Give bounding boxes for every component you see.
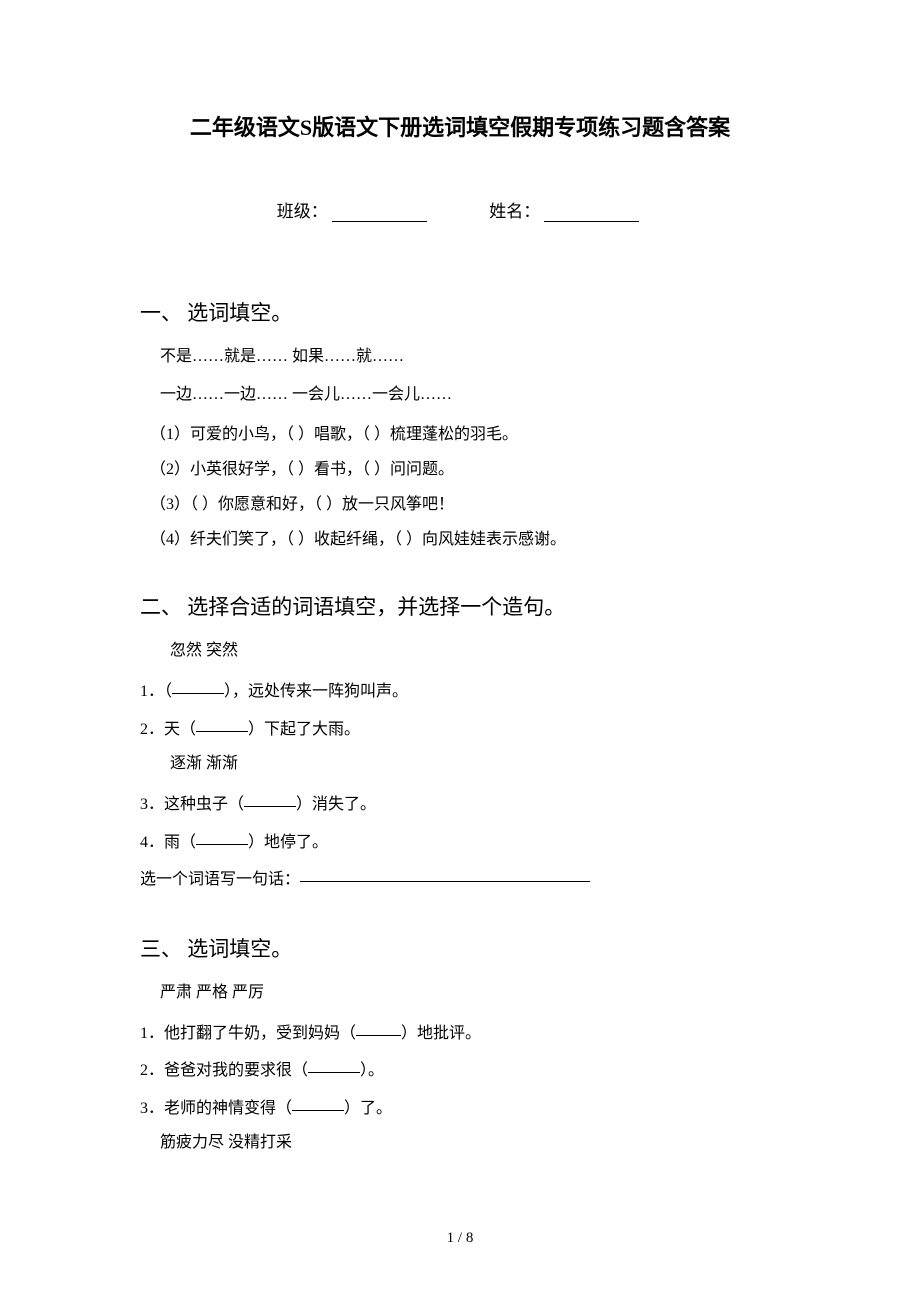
s3-q1-suffix: ）地批评。 [401,1025,481,1042]
s3-q3-suffix: ）了。 [344,1100,392,1117]
s2-question-2: 2．天（ ）下起了大雨。 [140,711,780,749]
page-title: 二年级语文S版语文下册选词填空假期专项练习题含答案 [140,110,780,142]
student-info-line: 班级： 姓名： [140,197,780,222]
section-2-header: 二、 选择合适的词语填空，并选择一个造句。 [140,591,780,621]
s2-q4-blank[interactable] [196,844,248,845]
s2-question-3: 3．这种虫子（ ）消失了。 [140,786,780,824]
class-blank[interactable] [332,221,427,222]
class-label: 班级： [277,202,328,221]
worksheet-page: 二年级语文S版语文下册选词填空假期专项练习题含答案 班级： 姓名： 一、 选词填… [0,0,920,1225]
s3-q2-suffix: ）。 [360,1062,384,1079]
s3-q1-blank[interactable] [356,1035,401,1036]
s2-q4-suffix: ）地停了。 [248,834,328,851]
page-footer: 1 / 8 [0,1230,920,1247]
section-1-wordbank-2: 一边……一边…… 一会儿……一会儿…… [160,379,780,412]
s1-question-1: （1）可爱的小鸟，（ ）唱歌，（ ）梳理蓬松的羽毛。 [150,417,780,452]
s3-question-3: 3．老师的神情变得（ ）了。 [140,1090,780,1128]
section-gap-2 [140,899,780,921]
section-3-wordbank-2: 筋疲力尽 没精打采 [160,1127,780,1160]
s1-question-4: （4）纤夫们笑了，（ ）收起纤绳，（ ）向风娃娃表示感谢。 [150,522,780,557]
section-gap [140,557,780,579]
section-2-wordbank-1: 忽然 突然 [170,635,780,668]
s2-q3-prefix: 3．这种虫子（ [140,796,244,813]
section-3-wordbank-1: 严肃 严格 严厉 [160,977,780,1010]
name-label: 姓名： [489,202,540,221]
s3-q1-prefix: 1．他打翻了牛奶，受到妈妈（ [140,1025,356,1042]
s3-question-1: 1．他打翻了牛奶，受到妈妈（ ）地批评。 [140,1015,780,1053]
s2-q2-prefix: 2．天（ [140,721,196,738]
s2-q1-blank[interactable] [172,693,224,694]
section-3-header: 三、 选词填空。 [140,933,780,963]
s2-q2-suffix: ）下起了大雨。 [248,721,360,738]
section-2-wordbank-2: 逐渐 渐渐 [170,748,780,781]
s2-question-1: 1．（ ），远处传来一阵狗叫声。 [140,673,780,711]
s3-question-2: 2．爸爸对我的要求很（ ）。 [140,1052,780,1090]
s2-q4-prefix: 4．雨（ [140,834,196,851]
s2-sentence-prompt: 选一个词语写一句话： [140,861,780,899]
s2-q3-blank[interactable] [244,806,296,807]
s3-q2-blank[interactable] [308,1072,360,1073]
s3-q2-prefix: 2．爸爸对我的要求很（ [140,1062,308,1079]
s3-q3-prefix: 3．老师的神情变得（ [140,1100,292,1117]
s1-question-3: （3）（ ）你愿意和好，（ ）放一只风筝吧！ [150,487,780,522]
s2-q1-prefix: 1．（ [140,683,172,700]
s2-sentence-label: 选一个词语写一句话： [140,871,300,888]
s2-q1-suffix: ），远处传来一阵狗叫声。 [224,683,408,700]
section-1-wordbank-1: 不是……就是…… 如果……就…… [160,341,780,374]
s2-q2-blank[interactable] [196,731,248,732]
name-blank[interactable] [544,221,639,222]
s2-q3-suffix: ）消失了。 [296,796,376,813]
section-1-header: 一、 选词填空。 [140,297,780,327]
s2-sentence-blank[interactable] [300,881,590,882]
s2-question-4: 4．雨（ ）地停了。 [140,824,780,862]
s1-question-2: （2）小英很好学，（ ）看书，（ ）问问题。 [150,452,780,487]
s3-q3-blank[interactable] [292,1110,344,1111]
